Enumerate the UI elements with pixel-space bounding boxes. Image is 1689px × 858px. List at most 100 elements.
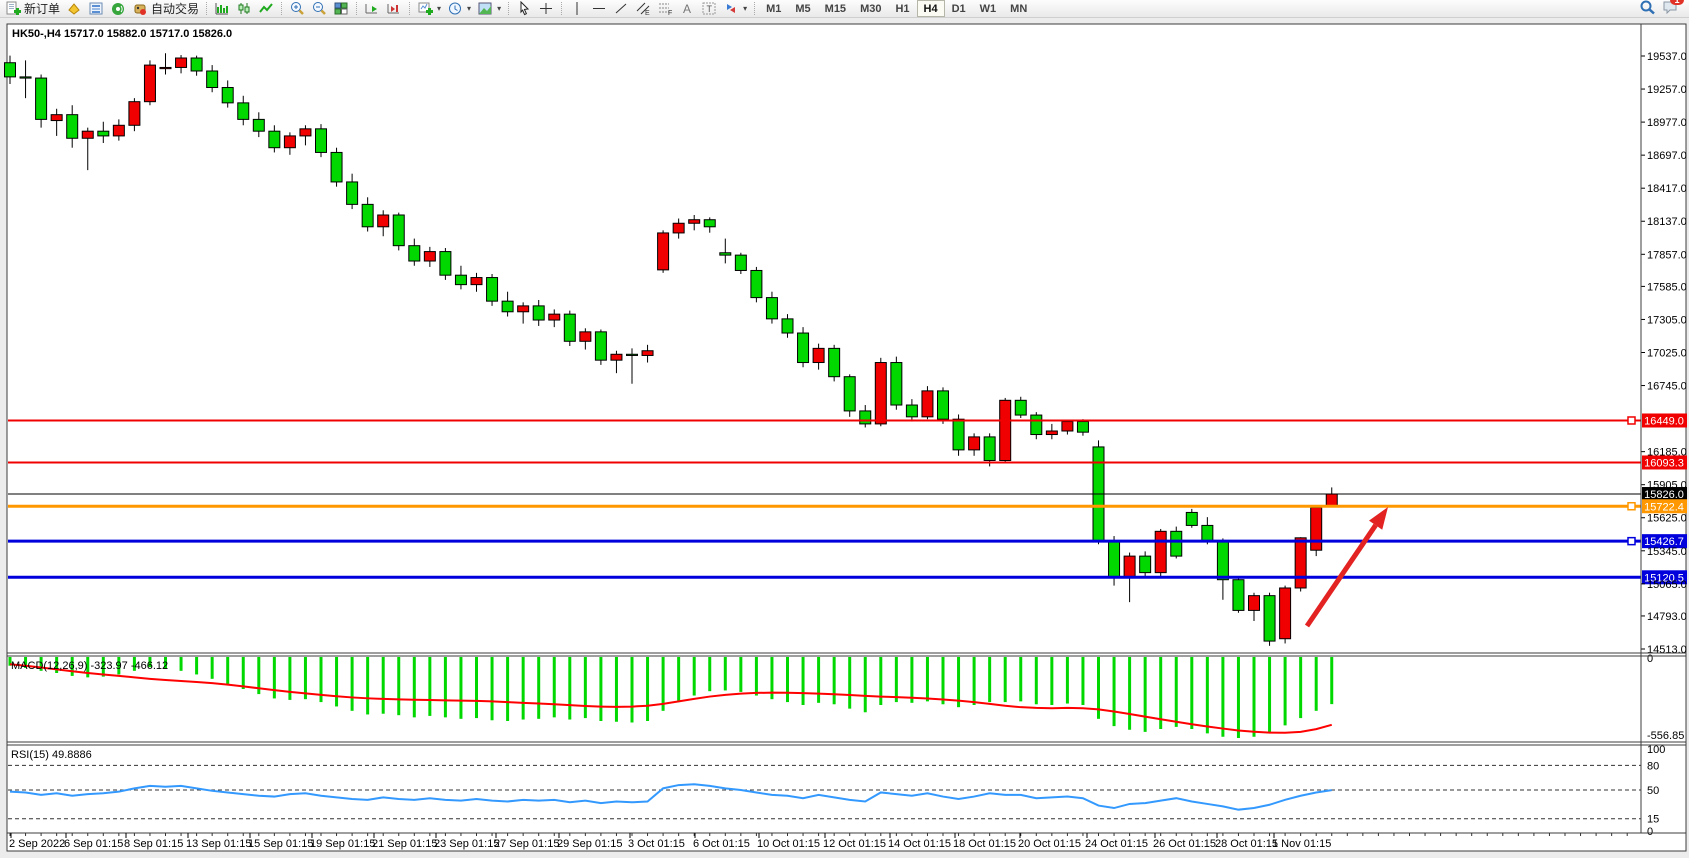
- candle: [579, 331, 592, 342]
- text-label-button[interactable]: T: [698, 0, 720, 17]
- candle: [781, 318, 794, 334]
- candle: [812, 347, 825, 364]
- crosshair-button[interactable]: [535, 0, 557, 17]
- candle: [905, 404, 918, 418]
- vertical-line-button[interactable]: [566, 0, 588, 17]
- new-chart-button[interactable]: ▾: [414, 0, 444, 17]
- price-tick-label: 18417.0: [1647, 183, 1687, 195]
- periods-button[interactable]: ▾: [444, 0, 474, 17]
- candle: [797, 332, 810, 364]
- timeframe-button-h1[interactable]: H1: [895, 2, 910, 15]
- timeframe-button-mn[interactable]: MN: [1010, 2, 1028, 15]
- signals-button[interactable]: [107, 0, 129, 17]
- rsi-level-label: 15: [1647, 814, 1659, 826]
- indicators-button[interactable]: [63, 0, 85, 17]
- candle: [532, 305, 545, 321]
- time-tick-label: 15 Sep 01:15: [248, 838, 313, 850]
- bar-chart-icon: [214, 1, 230, 16]
- trendline-button[interactable]: [610, 0, 632, 17]
- hline-icon: [591, 1, 607, 16]
- search-button[interactable]: [1639, 0, 1656, 18]
- price-tick-label: 19257.0: [1647, 84, 1687, 96]
- candle: [1030, 414, 1043, 436]
- candle: [874, 362, 887, 425]
- zoom-in-button[interactable]: [286, 0, 308, 17]
- arrows-button[interactable]: ▾: [720, 0, 750, 17]
- timeframe-button-m30[interactable]: M30: [860, 2, 882, 15]
- price-badge: [1642, 570, 1687, 585]
- candle-chart-icon: [236, 1, 252, 16]
- svg-text:0: 0: [1647, 653, 1653, 665]
- time-tick-label: 29 Sep 01:15: [557, 838, 622, 850]
- macd-label: MACD(12,26,9) -323.97 -466.12: [11, 660, 168, 672]
- candle: [392, 214, 405, 247]
- text-button[interactable]: A: [676, 0, 698, 17]
- time-tick-label: 6 Oct 01:15: [693, 838, 750, 850]
- candle: [159, 66, 172, 70]
- templates-button[interactable]: ▾: [474, 0, 504, 17]
- price-tick-label: 15345.0: [1647, 546, 1687, 558]
- time-tick-label: 24 Oct 01:15: [1085, 838, 1148, 850]
- rsi-level-label: 0: [1647, 826, 1653, 838]
- time-tick-label: 3 Oct 01:15: [628, 838, 685, 850]
- timeframe-button-m15[interactable]: M15: [824, 2, 847, 15]
- shift-chart-button[interactable]: [383, 0, 405, 17]
- tile-windows-button[interactable]: [330, 0, 352, 17]
- autotrade-button[interactable]: 自动交易: [129, 0, 202, 17]
- candle: [750, 269, 763, 299]
- candle: [843, 376, 856, 412]
- timeframe-button-m1[interactable]: M1: [766, 2, 782, 15]
- candle: [968, 436, 981, 451]
- timeframe-button-d1[interactable]: D1: [951, 2, 966, 15]
- price-tick-label: 15625.0: [1647, 513, 1687, 525]
- price-tick-label: 19537.0: [1647, 51, 1687, 63]
- candle: [594, 331, 607, 361]
- new-order-button[interactable]: 新订单: [2, 0, 63, 17]
- price-badge: [1642, 534, 1687, 549]
- timeframe-button-m5[interactable]: M5: [795, 2, 811, 15]
- time-tick-label: 21 Sep 01:15: [372, 838, 437, 850]
- text-label-icon: T: [701, 1, 717, 16]
- fibonacci-button[interactable]: F: [654, 0, 676, 17]
- zoom-out-button[interactable]: [308, 0, 330, 17]
- svg-text:-556.85: -556.85: [1647, 730, 1684, 742]
- main-toolbar: 新订单 自动交易 ▾ ▾ ▾ E F A T ▾ M1 M5 M15 M30 H1 H4 D1 W1 MN 1: [0, 0, 1689, 18]
- auto-scroll-button[interactable]: [361, 0, 383, 17]
- svg-text:E: E: [645, 10, 650, 16]
- candle: [97, 130, 110, 137]
- line-chart-button[interactable]: [255, 0, 277, 17]
- notification-badge: 1: [1670, 0, 1684, 5]
- cursor-button[interactable]: [513, 0, 535, 17]
- price-tick-label: 14513.0: [1647, 644, 1687, 656]
- toolbar-separator: [356, 2, 358, 15]
- candle: [1045, 430, 1058, 436]
- tile-windows-icon: [333, 1, 349, 16]
- candle: [983, 436, 996, 462]
- candle-chart-button[interactable]: [233, 0, 255, 17]
- candle: [175, 57, 188, 68]
- depth-of-market-button[interactable]: [85, 0, 107, 17]
- candle: [423, 251, 436, 262]
- candle: [952, 418, 965, 451]
- bar-chart-button[interactable]: [211, 0, 233, 17]
- candle: [143, 64, 156, 103]
- equidistant-channel-button[interactable]: E: [632, 0, 654, 17]
- candle: [361, 203, 374, 228]
- price-tick-label: 17305.0: [1647, 314, 1687, 326]
- candle: [1248, 595, 1260, 611]
- candle: [657, 232, 670, 271]
- candle: [128, 101, 141, 126]
- candle: [439, 251, 452, 276]
- chat-button[interactable]: 1: [1662, 0, 1684, 18]
- signals-icon: [110, 1, 126, 16]
- timeframe-button-h4[interactable]: H4: [916, 0, 945, 17]
- candle: [346, 181, 359, 205]
- toolbar-separator: [281, 2, 283, 15]
- price-tick-label: 17585.0: [1647, 281, 1687, 293]
- timeframe-button-w1[interactable]: W1: [979, 2, 997, 15]
- time-tick-label: 23 Sep 01:15: [434, 838, 499, 850]
- crosshair-icon: [538, 1, 554, 16]
- trend-arrow-annotation[interactable]: [1304, 507, 1388, 628]
- horizontal-line-button[interactable]: [588, 0, 610, 17]
